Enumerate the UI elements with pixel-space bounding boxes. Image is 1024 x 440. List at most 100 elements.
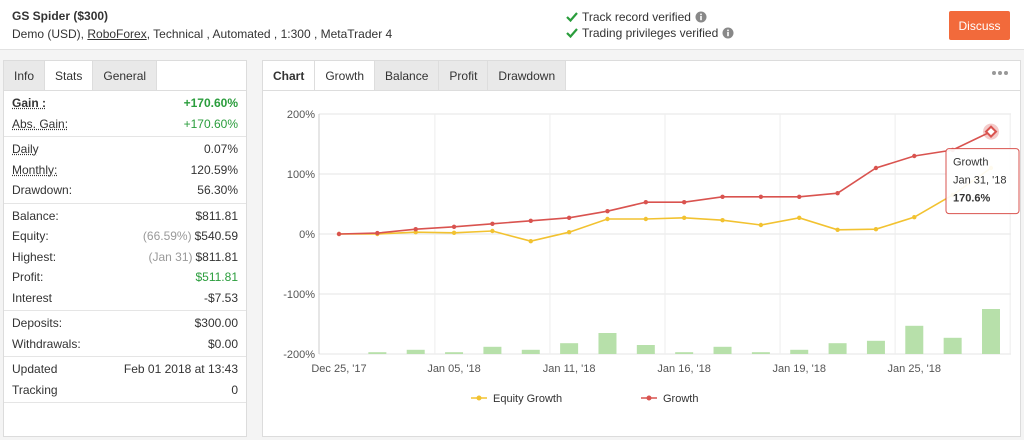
- stat-value: 120.59%: [190, 162, 238, 177]
- stat-value: -$7.53: [203, 290, 238, 305]
- stat-value-wrap: 0: [231, 383, 238, 397]
- stat-note: (Jan 31): [148, 249, 193, 264]
- stats-row: Gain : +170.60%: [4, 93, 246, 114]
- bar: [982, 309, 1000, 354]
- stats-row: Deposits: $300.00: [4, 313, 246, 334]
- info-icon[interactable]: [695, 11, 707, 23]
- stat-label: Drawdown:: [12, 183, 73, 198]
- stat-value-wrap: +170.60%: [184, 117, 238, 131]
- bar: [828, 343, 847, 354]
- bar: [713, 346, 732, 354]
- stat-value: $300.00: [194, 316, 238, 331]
- stat-value: $540.59: [194, 229, 238, 244]
- tab[interactable]: Info: [4, 61, 46, 90]
- point: [451, 230, 457, 235]
- point: [797, 215, 802, 220]
- point: [912, 215, 917, 220]
- bar: [560, 343, 579, 354]
- bar: [368, 352, 387, 354]
- stats-row: Drawdown: 56.30%: [4, 180, 246, 201]
- verification-text: Track record verified: [582, 10, 691, 24]
- stats-row: Daily 0.07%: [4, 139, 246, 160]
- check-icon: [566, 12, 578, 23]
- tab[interactable]: Drawdown: [488, 61, 567, 90]
- point: [720, 194, 725, 199]
- chart-label: Chart: [263, 61, 316, 90]
- discuss-button[interactable]: Discuss: [949, 11, 1010, 40]
- stat-value-wrap: -$7.53: [204, 291, 238, 305]
- point: [490, 221, 495, 226]
- highlight-point: [984, 125, 998, 139]
- info-icon[interactable]: [722, 27, 734, 39]
- bar: [675, 352, 694, 354]
- point: [528, 239, 533, 244]
- point: [375, 230, 380, 236]
- account-title: GS Spider ($300): [12, 9, 109, 23]
- stats-row: Updated Feb 01 2018 at 13:43: [4, 359, 246, 380]
- header: GS Spider ($300) Demo (USD), RoboForex, …: [0, 0, 1024, 50]
- legend-marker: [646, 395, 652, 401]
- stat-label: Updated: [12, 362, 58, 377]
- x-tick-label: Jan 19, '18: [772, 363, 825, 375]
- point: [758, 222, 764, 228]
- stats-row: Highest: (Jan 31) $811.81: [4, 247, 246, 268]
- legend-label: Growth: [663, 393, 698, 405]
- series-line: [338, 130, 992, 235]
- point: [566, 215, 572, 220]
- y-tick-label: -200%: [283, 349, 315, 361]
- stats-row: Monthly: 120.59%: [4, 160, 246, 181]
- tooltip-series: Growth: [953, 157, 988, 169]
- stat-label: Profit:: [12, 270, 44, 285]
- stat-value: $511.81: [195, 270, 239, 285]
- stat-label: Monthly:: [12, 162, 58, 177]
- tab[interactable]: General: [93, 61, 158, 90]
- point: [681, 215, 687, 220]
- bar: [790, 349, 809, 354]
- bar: [406, 349, 425, 354]
- bar: [751, 352, 770, 354]
- menu-icon[interactable]: [992, 70, 1008, 76]
- bar: [866, 340, 885, 354]
- stat-value-wrap: $811.81: [196, 209, 239, 223]
- stats-list: Gain : +170.60% Abs. Gain: +170.60% Daily 0.0…: [4, 91, 246, 403]
- tab[interactable]: Profit: [439, 61, 489, 90]
- stat-value-wrap: (Jan 31) $811.81: [148, 250, 238, 264]
- stats-row: Equity: (66.59%) $540.59: [4, 226, 246, 247]
- legend-marker: [476, 395, 482, 401]
- stats-group: Daily 0.07% Monthly: 120.59% Drawdown: 56.30%: [4, 137, 246, 204]
- stat-value: 0.07%: [203, 142, 238, 157]
- stats-group: Balance: $811.81 Equity: (66.59%) $540.59 Hig…: [4, 204, 246, 311]
- point: [912, 153, 917, 159]
- stat-value: 0: [231, 382, 238, 397]
- stat-value-wrap: $511.81: [196, 270, 239, 284]
- account-details: Demo (USD), RoboForex, Technical , Autom…: [12, 27, 392, 41]
- chart-panel: Chart Growth Balance Profit Drawdown -200% -…: [262, 60, 1021, 437]
- bar: [521, 349, 540, 354]
- stats-group: Updated Feb 01 2018 at 13:43 Tracking 0: [4, 357, 246, 403]
- series-line: [339, 167, 992, 243]
- point: [873, 227, 879, 232]
- point: [643, 216, 649, 222]
- stat-label: Daily: [12, 142, 39, 157]
- point: [758, 194, 764, 199]
- stat-value: 56.30%: [197, 183, 238, 198]
- point: [643, 200, 649, 205]
- tab[interactable]: Growth: [315, 61, 376, 90]
- stat-label: Gain :: [12, 96, 47, 111]
- verification: Track record verified: [566, 10, 707, 24]
- bar: [636, 345, 655, 354]
- broker-link[interactable]: RoboForex: [87, 27, 147, 41]
- tab[interactable]: Stats: [45, 61, 94, 90]
- tab[interactable]: Balance: [375, 61, 440, 90]
- bar: [598, 333, 617, 354]
- legend-label: Equity Growth: [493, 393, 562, 405]
- x-tick-label: Jan 16, '18: [657, 363, 710, 375]
- stat-label: Tracking: [12, 382, 58, 397]
- tooltip-value: 170.6%: [953, 193, 991, 205]
- y-tick-label: 100%: [287, 169, 315, 181]
- x-tick-label: Jan 25, '18: [888, 363, 941, 375]
- stat-value: Feb 01 2018 at 13:43: [123, 362, 238, 377]
- stat-value-wrap: 56.30%: [197, 183, 238, 197]
- stat-value: $811.81: [195, 249, 239, 264]
